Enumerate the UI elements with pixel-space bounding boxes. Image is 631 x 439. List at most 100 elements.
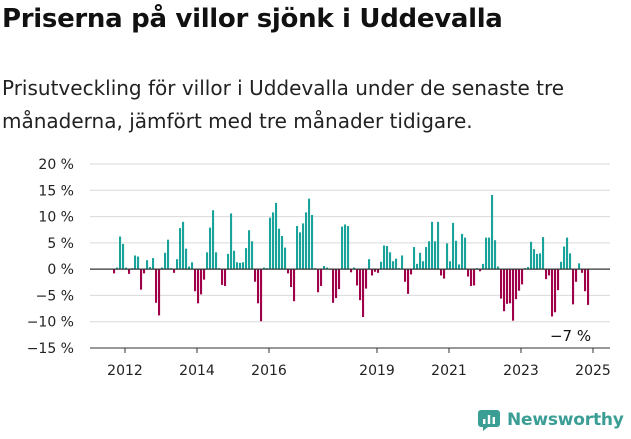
bar: [446, 243, 449, 270]
bar: [191, 262, 194, 270]
bar: [416, 263, 419, 270]
y-tick-label: −10 %: [27, 315, 74, 331]
bar: [161, 267, 164, 270]
bar: [368, 259, 371, 270]
y-tick-label: −5 %: [36, 288, 74, 304]
bar: [188, 266, 191, 270]
bar: [260, 269, 263, 322]
bar: [530, 241, 533, 270]
bar: [551, 269, 554, 317]
bar: [485, 237, 488, 270]
bar: [200, 269, 203, 295]
bar: [281, 236, 284, 270]
bar: [119, 236, 122, 270]
bar: [581, 269, 584, 273]
bar: [242, 262, 245, 270]
bar: [410, 269, 413, 275]
bar: [428, 241, 431, 270]
bar: [500, 269, 503, 299]
bar: [239, 262, 242, 270]
bar: [542, 237, 545, 270]
last-value-annotation: −7 %: [550, 327, 591, 345]
bar: [440, 269, 443, 276]
bar: [290, 269, 293, 288]
bar: [272, 212, 275, 270]
bar: [287, 269, 290, 274]
y-tick-label: −15 %: [27, 341, 74, 357]
bar: [164, 252, 167, 270]
bar: [353, 267, 356, 270]
bar: [371, 269, 374, 276]
bar: [209, 227, 212, 270]
bar: [539, 253, 542, 270]
bar: [134, 255, 137, 270]
bar: [434, 241, 437, 270]
bar: [515, 269, 518, 300]
bar: [392, 261, 395, 270]
bar: [497, 266, 500, 270]
bar: [356, 269, 359, 286]
bar: [173, 269, 176, 273]
bar: [224, 269, 227, 286]
bar: [347, 226, 350, 270]
y-tick-label: 10 %: [38, 210, 74, 226]
x-tick-label: 2019: [359, 363, 395, 379]
bar: [203, 269, 206, 280]
bar: [509, 269, 512, 304]
newsworthy-logo-icon: [478, 410, 500, 431]
bar: [335, 269, 338, 299]
bar: [422, 261, 425, 270]
newsworthy-brand: Newsworthy: [477, 408, 624, 432]
bar: [443, 269, 446, 279]
bar: [341, 226, 344, 270]
bar: [182, 221, 185, 270]
bar: [527, 267, 530, 270]
bar: [482, 263, 485, 270]
bar: [455, 240, 458, 270]
bar: [545, 269, 548, 280]
bar: [167, 239, 170, 270]
bar: [518, 269, 521, 291]
bar: [326, 267, 329, 270]
x-axis: 2012 2014 2016 2019 2021 2023 2025: [90, 347, 611, 379]
bar: [479, 269, 482, 272]
bar: [284, 247, 287, 270]
bar: [473, 269, 476, 286]
x-tick-label: 2023: [503, 363, 539, 379]
bar: [491, 195, 494, 270]
bars: [113, 195, 590, 322]
bar: [227, 253, 230, 270]
page-subtitle: Prisutveckling för villor i Uddevalla un…: [2, 76, 565, 133]
brand-name: Newsworthy: [507, 410, 624, 430]
bar: [338, 269, 341, 290]
y-tick-label: 0 %: [47, 262, 74, 278]
bar: [305, 212, 308, 270]
bar: [152, 258, 155, 270]
bar: [155, 269, 158, 303]
bar: [116, 267, 119, 270]
bar: [128, 269, 131, 274]
bar: [293, 269, 296, 302]
bar: [419, 252, 422, 270]
bar: [578, 263, 581, 270]
y-tick-label: 5 %: [47, 236, 74, 252]
bar: [197, 269, 200, 304]
bar: [350, 269, 353, 273]
bar: [206, 252, 209, 270]
bar: [401, 255, 404, 270]
y-axis: 20 % 15 % 10 % 5 % 0 % −5 % −10 % −15 %: [27, 157, 74, 357]
bar: [413, 247, 416, 270]
bar: [569, 253, 572, 270]
bar: [365, 269, 368, 289]
bar: [137, 256, 140, 270]
bar: [299, 232, 302, 270]
bar: [503, 269, 506, 312]
bar: [374, 269, 377, 272]
bar: [233, 250, 236, 270]
bar: [464, 237, 467, 270]
bar: [230, 213, 233, 270]
bar: [248, 230, 251, 270]
bar: [257, 269, 260, 304]
bar: [560, 261, 563, 270]
